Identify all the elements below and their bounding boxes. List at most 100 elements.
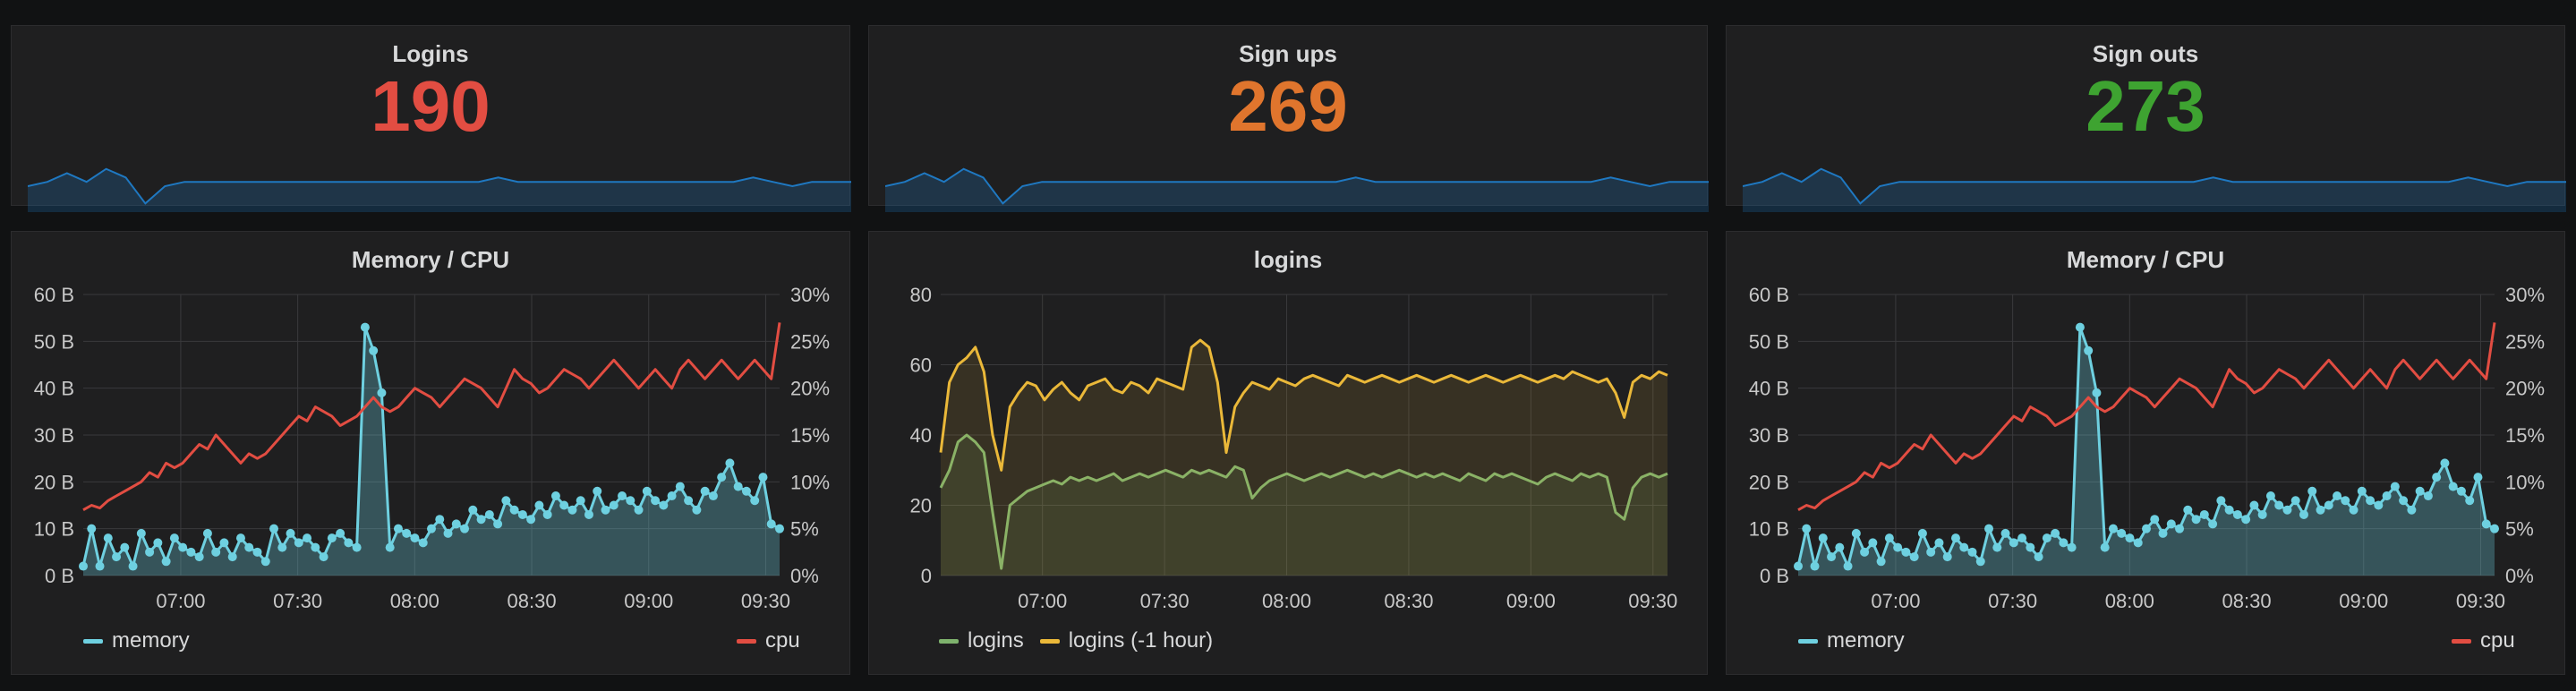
- data-point: [219, 538, 229, 548]
- sparkline-fill: [1743, 168, 2566, 212]
- y-tick-label: 20 B: [1749, 471, 1789, 493]
- legend-label[interactable]: logins: [968, 628, 1024, 653]
- legend-swatch: [1039, 638, 1060, 644]
- legend-swatch: [1798, 638, 1818, 644]
- y-right-tick-label: 20%: [2505, 378, 2545, 400]
- memory-cpu-chart: 60 B 50 B 40 B 30 B 20 B 10 B 0 B 30% 25% 20% 15% 1…: [1749, 284, 2545, 612]
- data-point: [2166, 519, 2176, 529]
- data-point: [260, 557, 270, 567]
- legend-label[interactable]: cpu: [2480, 628, 2515, 653]
- sparkline-fill: [885, 168, 1709, 212]
- data-point: [161, 557, 171, 567]
- data-point: [286, 528, 295, 538]
- data-point: [460, 524, 470, 533]
- y-right-tick-label: 15%: [790, 424, 830, 447]
- data-point: [1810, 561, 1820, 571]
- stat-panel-logins[interactable]: Logins 190: [11, 25, 851, 212]
- panel-title[interactable]: Sign ups: [1239, 40, 1337, 67]
- data-point: [103, 533, 113, 543]
- data-point: [2000, 528, 2010, 538]
- y-tick-label: 10 B: [34, 518, 74, 541]
- data-point: [112, 552, 122, 562]
- data-point: [1917, 528, 1927, 538]
- data-point: [2059, 538, 2068, 548]
- legend-item-memory[interactable]: memory: [1798, 628, 1905, 653]
- data-point: [618, 491, 627, 501]
- data-point: [311, 542, 320, 552]
- panel-title[interactable]: Sign outs: [2092, 40, 2199, 67]
- sparkline-line: [28, 167, 851, 205]
- series-fill-logins-1-hour-: [941, 340, 1668, 576]
- x-tick-label: 08:30: [2222, 590, 2272, 612]
- data-point: [402, 528, 412, 538]
- legend-swatch: [737, 638, 756, 644]
- data-point: [2357, 486, 2367, 496]
- y-tick-label: 10 B: [1749, 518, 1789, 541]
- data-point: [692, 505, 702, 515]
- y-right-tick-label: 5%: [2505, 518, 2534, 541]
- data-point: [327, 533, 337, 543]
- data-point: [609, 500, 618, 510]
- data-point: [567, 505, 577, 515]
- data-point: [120, 542, 130, 552]
- panel-title[interactable]: Memory / CPU: [2066, 246, 2225, 273]
- data-point: [344, 538, 354, 548]
- y-tick-label: 0 B: [45, 565, 74, 587]
- data-point: [244, 542, 254, 552]
- data-point: [1794, 561, 1803, 571]
- legend-swatch: [939, 638, 959, 644]
- data-point: [758, 473, 768, 482]
- series-line-cpu: [1797, 322, 2496, 512]
- data-point: [493, 519, 503, 529]
- panel-title[interactable]: Logins: [392, 40, 469, 67]
- legend-swatch: [2452, 638, 2471, 644]
- data-point: [476, 515, 486, 525]
- legend-label[interactable]: logins (-1 hour): [1068, 628, 1214, 653]
- stat-panel-sign-outs[interactable]: Sign outs 273: [1726, 25, 2566, 212]
- y-tick-label: 50 B: [34, 330, 74, 353]
- data-point: [1926, 547, 1936, 557]
- stat-panel-sign-ups[interactable]: Sign ups 269: [868, 25, 1709, 212]
- legend-item-cpu[interactable]: cpu: [2452, 628, 2515, 653]
- data-point: [2042, 533, 2051, 543]
- data-point: [2265, 491, 2275, 501]
- data-point: [2175, 524, 2185, 533]
- data-point: [169, 533, 179, 543]
- legend-label[interactable]: memory: [112, 628, 190, 653]
- y-right-tick-label: 20%: [790, 378, 830, 400]
- data-point: [128, 561, 138, 571]
- data-point: [2432, 473, 2442, 482]
- legend-item-cpu[interactable]: cpu: [737, 628, 800, 653]
- data-point: [2142, 524, 2151, 533]
- data-point: [153, 538, 163, 548]
- legend-item-logins[interactable]: logins: [939, 628, 1024, 653]
- legend-item-memory[interactable]: memory: [83, 628, 190, 653]
- panel-title[interactable]: logins: [1253, 246, 1323, 273]
- data-point: [2075, 322, 2085, 332]
- data-point: [1992, 542, 2002, 552]
- data-point: [319, 552, 328, 562]
- stat-value: 269: [1228, 66, 1348, 146]
- legend-item-logins-1-hour[interactable]: logins (-1 hour): [1039, 628, 1214, 653]
- panel-title[interactable]: Memory / CPU: [351, 246, 510, 273]
- data-point: [2092, 388, 2102, 397]
- data-point: [593, 486, 602, 496]
- data-point: [667, 491, 677, 501]
- data-point: [1901, 547, 1911, 557]
- data-point: [410, 533, 420, 543]
- data-point: [675, 482, 685, 491]
- data-point: [2473, 473, 2483, 482]
- data-point: [1934, 538, 1944, 548]
- sparkline-line: [1743, 167, 2566, 205]
- legend-label[interactable]: memory: [1827, 628, 1905, 653]
- legend-label[interactable]: cpu: [765, 628, 800, 653]
- graph-panel-logins[interactable]: logins 80 60 40 20 0 07:00 07:30 08:00 08:30 09:0…: [868, 231, 1708, 675]
- data-point: [2366, 496, 2376, 506]
- graph-panel-memory-cpu-left[interactable]: Memory / CPU 60 B 50 B 40 B 30 B 20 B 10 B 0 B…: [11, 231, 850, 675]
- data-point: [202, 528, 212, 538]
- data-point: [534, 500, 544, 510]
- data-point: [87, 524, 97, 533]
- data-point: [79, 561, 88, 571]
- graph-panel-memory-cpu-right[interactable]: Memory / CPU 60 B 50 B 40 B 30 B 20 B 10 B 0 B…: [1726, 231, 2565, 675]
- data-point: [2108, 524, 2118, 533]
